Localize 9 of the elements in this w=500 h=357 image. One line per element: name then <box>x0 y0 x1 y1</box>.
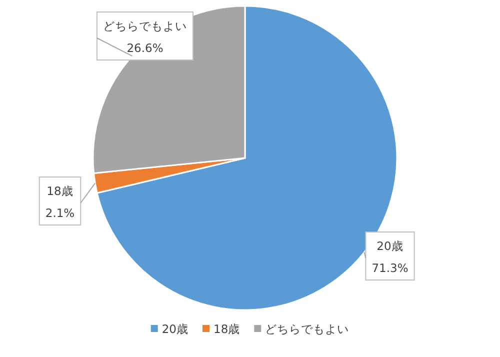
data-label: 71.3% <box>372 261 408 275</box>
slice-label: 18歳 <box>46 184 74 198</box>
slice-label: 20歳 <box>376 239 404 253</box>
slice-label: どちらでもよい <box>103 19 187 33</box>
data-label: 2.1% <box>45 206 75 220</box>
legend-label: 20歳 <box>162 322 188 336</box>
legend-label: どちらでもよい <box>265 322 350 336</box>
legend-label: 18歳 <box>214 322 240 336</box>
data-label: 26.6% <box>126 41 164 55</box>
